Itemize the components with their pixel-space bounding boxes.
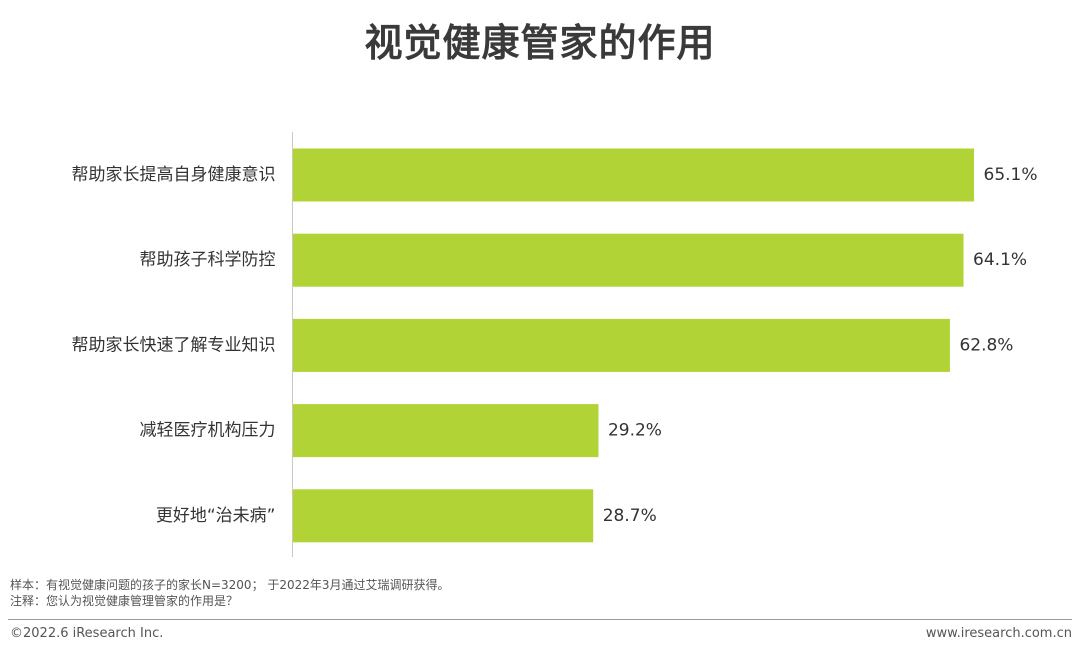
bar-5 [293, 489, 594, 543]
website-link[interactable]: www.iresearch.com.cn [925, 626, 1072, 641]
bar-chart: 帮助家长提高自身健康意识 65.1% 帮助孩子科学防控 64.1% 帮助家长快速了解专业… [72, 132, 1038, 557]
bar-4 [293, 404, 599, 458]
bar-2 [293, 233, 964, 287]
page-title: 视觉健康管家的作用 [364, 21, 716, 65]
category-label-4: 减轻医疗机构压力 [140, 421, 276, 441]
footer-divider [8, 619, 1072, 620]
bar-3 [293, 318, 950, 372]
value-label-5: 28.7% [603, 506, 657, 526]
notes: 样本：有视觉健康问题的孩子的家长N=3200； 于2022年3月通过艾瑞调研获得… [10, 577, 450, 609]
value-label-4: 29.2% [608, 421, 662, 441]
value-label-2: 64.1% [973, 250, 1027, 270]
value-label-3: 62.8% [959, 335, 1013, 355]
sample-note: 样本：有视觉健康问题的孩子的家长N=3200； 于2022年3月通过艾瑞调研获得… [10, 578, 450, 592]
copyright-text: ©2022.6 iResearch Inc. [10, 626, 164, 641]
category-label-3: 帮助家长快速了解专业知识 [72, 335, 276, 355]
category-label-2: 帮助孩子科学防控 [140, 250, 276, 270]
category-label-1: 帮助家长提高自身健康意识 [72, 165, 276, 185]
value-label-1: 65.1% [984, 165, 1038, 185]
remark-note: 注释：您认为视觉健康管理管家的作用是？ [10, 594, 239, 608]
category-label-5: 更好地“治未病” [156, 506, 276, 526]
bar-1 [293, 148, 974, 202]
